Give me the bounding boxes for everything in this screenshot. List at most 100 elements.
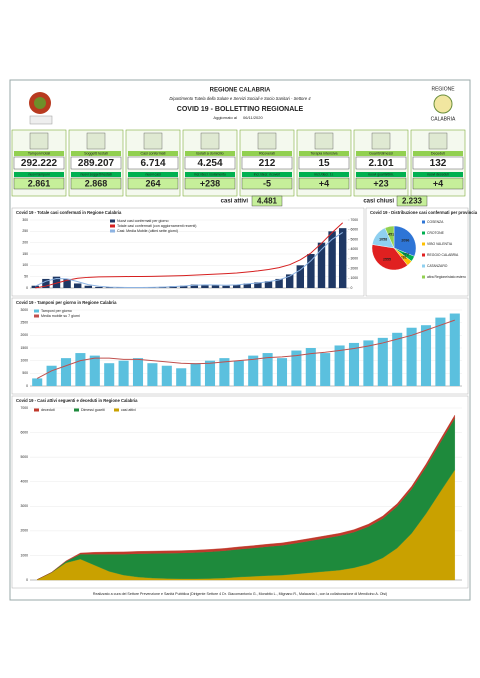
stat-value-box [298,156,350,170]
y2-tick-label: 5000 [351,237,359,241]
legend-label: altra Regione/stato estero [427,275,466,279]
stat-value-box [355,156,407,170]
bar [276,358,288,386]
stat-value: 289.207 [78,158,115,169]
legend-swatch [422,231,425,235]
stat-sub-label: nuovi guariti/dim. [368,172,394,176]
pie-value: 2096 [401,238,409,242]
stat-sub-value: 264 [145,178,160,188]
stat-label: Deceduti [431,152,445,156]
active-box [251,195,283,207]
bar [320,353,331,386]
y-tick-label: 1000 [20,553,28,557]
y-tick-label: 4000 [20,480,28,484]
y-tick-label: 3000 [20,308,28,312]
stat-sub-box [13,177,65,190]
bar [32,378,43,386]
bar [95,286,103,288]
y-tick-label: 200 [22,241,28,245]
stat-sub-band [299,172,349,177]
stat-label: Isolati a domicilio [196,152,223,156]
legend-label: Casi: Media Mobile (ultimi sette giorni) [117,229,178,233]
legend-label: CATANZARO [427,264,448,268]
bar [105,287,114,288]
bar [317,242,326,288]
stat-value: 2.101 [368,158,393,169]
stat-label-band [128,151,178,156]
stat-value: 212 [259,158,276,169]
legend-swatch [114,408,119,412]
chart-title: Covid 19 - Distribuzione casi confermati… [370,210,478,215]
stat-sub-box [127,177,179,190]
bar [406,327,417,386]
title: COVID 19 - BOLLETTINO REGIONALE [177,106,304,113]
stat-sub-label: nuovi tamponi [28,172,49,176]
y-tick-label: 1000 [20,359,28,363]
pie-value: 273 [403,253,409,257]
y-tick-label: 0 [26,286,28,290]
y-tick-label: 0 [26,578,28,582]
bar [75,353,86,386]
pie-value: 451 [388,233,394,237]
bar [264,281,273,288]
bar [328,231,336,288]
legend-swatch [422,275,425,279]
stat-sub-label: nuovi soggetti testati [81,172,112,176]
bar [161,365,172,386]
bar [31,285,40,288]
active-label: casi attivi [221,199,249,205]
bar [392,332,403,386]
stat-label: Casi confermati [141,152,166,156]
bar [348,342,360,386]
bar [104,363,115,386]
y-tick-label: 100 [22,263,28,267]
stat-sub-box [298,177,350,190]
updated-date: 06/11/2020 [243,115,263,120]
stat-value-box [127,156,179,170]
bar [118,360,129,386]
stat-sub-box [355,177,407,190]
logo-right [433,94,453,114]
chart-title: Covid 19 - Casi attivi seguenti e decedu… [16,398,138,403]
y-tick-label: 5000 [20,455,28,459]
bar [190,363,201,386]
stat-sub-value: +23 [373,178,388,188]
line [35,222,344,289]
y-tick-label: 0 [26,384,28,388]
legend-label: VIBO VALENTIA [427,242,453,246]
stat-sub-box [70,177,122,190]
pie-slice [393,225,417,257]
stat-value-box [70,156,122,170]
stat-label-band [299,151,349,156]
bar [275,278,283,288]
bar [219,358,230,386]
stat-value: 132 [430,158,447,169]
updated-label: Aggiornato al [213,115,237,120]
stat-sub-band [242,172,292,177]
stat-sub-value: 2.861 [28,178,51,188]
bar [291,350,302,386]
footer: Realizzato a cura del Settore Prevenzion… [93,592,387,596]
stat-sub-band [413,172,463,177]
legend-swatch [34,314,39,318]
bar [201,284,209,288]
bar [377,337,388,386]
stat-value-box [412,156,464,170]
legend-swatch [110,219,115,223]
legend-label: deceduti [41,408,55,412]
pie-value: 281 [401,256,407,260]
legend-label: casi attivi [121,408,136,412]
legend-label: Dimessi guariti [81,408,105,412]
y-tick-label: 2500 [20,321,28,325]
legend-label: Totale casi confermati (con aggiornament… [117,224,197,228]
stat-icon [428,132,448,150]
stat-sub-box [184,177,236,190]
chart-title: Covid 19 - Totale casi confermati in Reg… [16,210,122,215]
stat-sub-band [185,172,235,177]
logo-left [29,92,53,125]
stat-sub-band [356,172,406,177]
legend-swatch [34,309,39,313]
stat-label-band [14,151,64,156]
bar [435,317,446,386]
